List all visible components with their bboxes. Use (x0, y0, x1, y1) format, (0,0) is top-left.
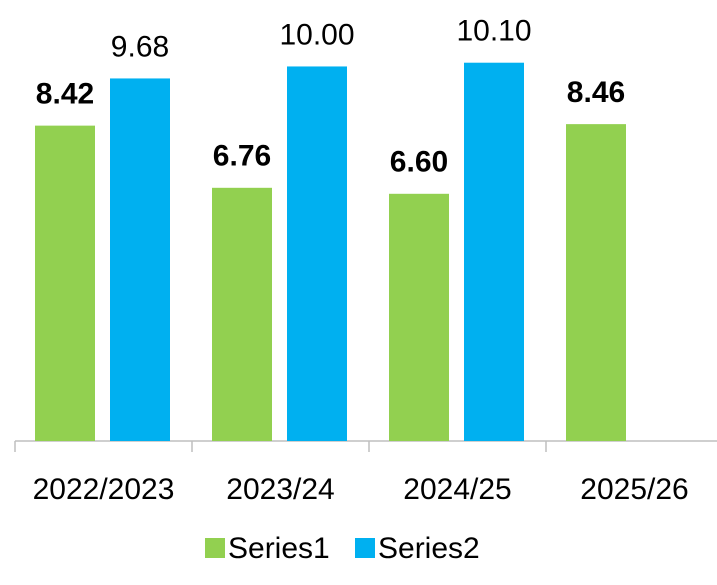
value-label: 10.10 (456, 15, 531, 48)
legend-label: Series1 (228, 532, 330, 565)
x-tick-label: 2025/26 (580, 473, 688, 506)
legend-label: Series2 (378, 532, 480, 565)
bar (212, 187, 272, 441)
value-label: 8.42 (36, 78, 94, 111)
bar (287, 66, 347, 442)
x-tick-label: 2023/24 (226, 473, 334, 506)
bar (35, 125, 95, 442)
bar (110, 78, 170, 441)
legend-swatch (355, 538, 375, 558)
x-tick-label: 2022/2023 (33, 473, 175, 506)
value-label: 6.76 (213, 140, 271, 173)
value-label: 6.60 (390, 146, 448, 179)
x-tick-label: 2024/25 (403, 473, 511, 506)
value-label: 9.68 (111, 30, 169, 63)
value-label: 8.46 (567, 76, 625, 109)
legend-swatch (205, 538, 225, 558)
bar (389, 193, 449, 441)
bar (464, 62, 524, 441)
bar (566, 124, 626, 441)
value-label: 10.00 (279, 18, 354, 51)
